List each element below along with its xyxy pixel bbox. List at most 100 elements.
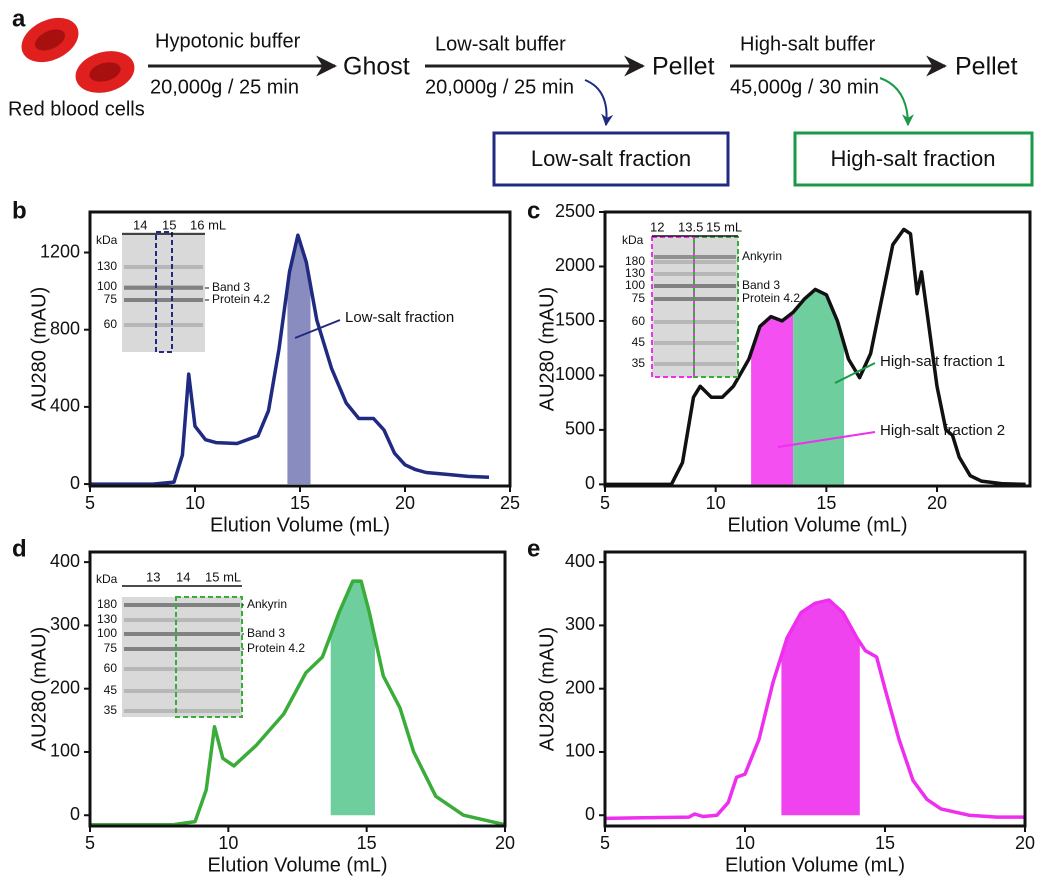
product-label: Pellet [652, 53, 715, 81]
y-tick-label: 200 [565, 677, 595, 697]
fraction-label: High-salt fraction [830, 146, 995, 171]
x-tick-label: 20 [395, 493, 415, 513]
y-tick-label: 500 [565, 419, 595, 439]
gel-marker: 75 [632, 291, 646, 305]
x-tick-label: 10 [706, 493, 726, 513]
gel-marker: 100 [97, 626, 117, 640]
elution-curve [604, 598, 1025, 821]
buffer-label: Low-salt buffer [435, 33, 566, 55]
gel-band [124, 667, 240, 671]
x-tick-label: 25 [500, 493, 520, 513]
gel-image [122, 232, 205, 352]
y-tick-label: 1500 [555, 310, 595, 330]
gel-unit: kDa [622, 233, 644, 247]
annotation-line [294, 319, 341, 339]
x-tick-label: 15 [875, 833, 895, 853]
fraction-arrow [879, 77, 914, 127]
x-tick-label: 10 [735, 833, 755, 853]
y-axis-label: AU280 (mAU) [28, 627, 50, 751]
x-tick-label: 15 [816, 493, 836, 513]
product-label: Pellet [955, 53, 1018, 81]
gel-band [124, 618, 240, 622]
y-axis-label: AU280 (mAU) [536, 287, 558, 411]
gel-marker: 100 [97, 279, 117, 293]
gel-marker: 45 [632, 335, 646, 349]
panel-label: b [12, 197, 27, 224]
elution-curve [90, 233, 490, 486]
gel-band [124, 709, 240, 713]
gel-band-label: Band 3 [212, 280, 250, 294]
fraction-box [492, 131, 730, 187]
gel-marker: 60 [104, 661, 118, 675]
buffer-label: High-salt buffer [740, 33, 876, 55]
y-tick-label: 100 [565, 741, 595, 761]
gel-marker: 35 [632, 356, 646, 370]
gel-lane-label: 15 mL [706, 219, 742, 234]
fraction-box [793, 131, 1034, 187]
gel-selection [175, 596, 243, 718]
x-axis-label: Elution Volume (mL) [210, 514, 390, 536]
x-tick-label: 5 [600, 493, 610, 513]
gel-marker: 180 [625, 254, 645, 268]
gel-band-label: Band 3 [742, 278, 780, 292]
y-tick-label: 300 [565, 614, 595, 634]
gel-unit: kDa [96, 233, 118, 247]
gel-band [124, 689, 240, 693]
y-tick-label: 0 [70, 473, 80, 493]
y-tick-label: 400 [565, 551, 595, 571]
y-tick-label: 100 [50, 741, 80, 761]
gel-marker: 180 [97, 597, 117, 611]
gel-marker: 130 [97, 612, 117, 626]
gel-marker: 100 [625, 278, 645, 292]
source-label: Red blood cells [8, 98, 145, 120]
x-tick-label: 10 [218, 833, 238, 853]
plot-frame [603, 210, 1032, 488]
gel-marker: 75 [104, 292, 118, 306]
condition-label: 20,000g / 25 min [150, 76, 299, 98]
gel-band-label: Ankyrin [742, 249, 782, 263]
x-tick-label: 20 [495, 833, 515, 853]
x-tick-label: 20 [927, 493, 947, 513]
annotation-line [777, 431, 876, 448]
y-tick-label: 800 [50, 318, 80, 338]
gel-band [124, 286, 203, 290]
annotation: High-salt fraction 1 [880, 353, 1005, 370]
annotation: Low-salt fraction [345, 309, 454, 326]
shaded-fraction [751, 312, 794, 485]
y-axis-label: AU280 (mAU) [28, 287, 50, 411]
gel-band-label: Ankyrin [247, 597, 287, 611]
x-tick-label: 15 [290, 493, 310, 513]
gel-marker: 130 [97, 259, 117, 273]
y-tick-label: 200 [50, 677, 80, 697]
gel-image [122, 597, 242, 717]
y-axis-label: AU280 (mAU) [536, 627, 558, 751]
shaded-fraction [287, 235, 311, 485]
x-tick-label: 5 [85, 493, 95, 513]
x-tick-label: 15 [357, 833, 377, 853]
condition-label: 45,000g / 30 min [730, 76, 879, 98]
x-tick-label: 5 [600, 833, 610, 853]
x-axis-label: Elution Volume (mL) [727, 514, 907, 536]
gel-band [124, 265, 203, 269]
gel-lane-label: 14 [133, 217, 147, 232]
y-tick-label: 2000 [555, 255, 595, 275]
y-tick-label: 0 [585, 804, 595, 824]
annotation: High-salt fraction 2 [880, 422, 1005, 439]
shaded-fraction [793, 289, 845, 485]
red-blood-cells [21, 17, 135, 93]
gel-marker: 60 [104, 317, 118, 331]
gel-marker: 130 [625, 266, 645, 280]
panel-label: c [527, 197, 540, 224]
shaded-fraction [330, 581, 375, 816]
panel-label: e [527, 535, 540, 562]
gel-band [124, 603, 240, 607]
buffer-label: Hypotonic buffer [155, 30, 301, 52]
gel-lane-label: 13 [146, 569, 160, 584]
condition-label: 20,000g / 25 min [425, 76, 574, 98]
panel-label: d [12, 535, 27, 562]
x-tick-label: 10 [185, 493, 205, 513]
gel-selection [155, 231, 173, 353]
shaded-fraction [781, 600, 860, 816]
